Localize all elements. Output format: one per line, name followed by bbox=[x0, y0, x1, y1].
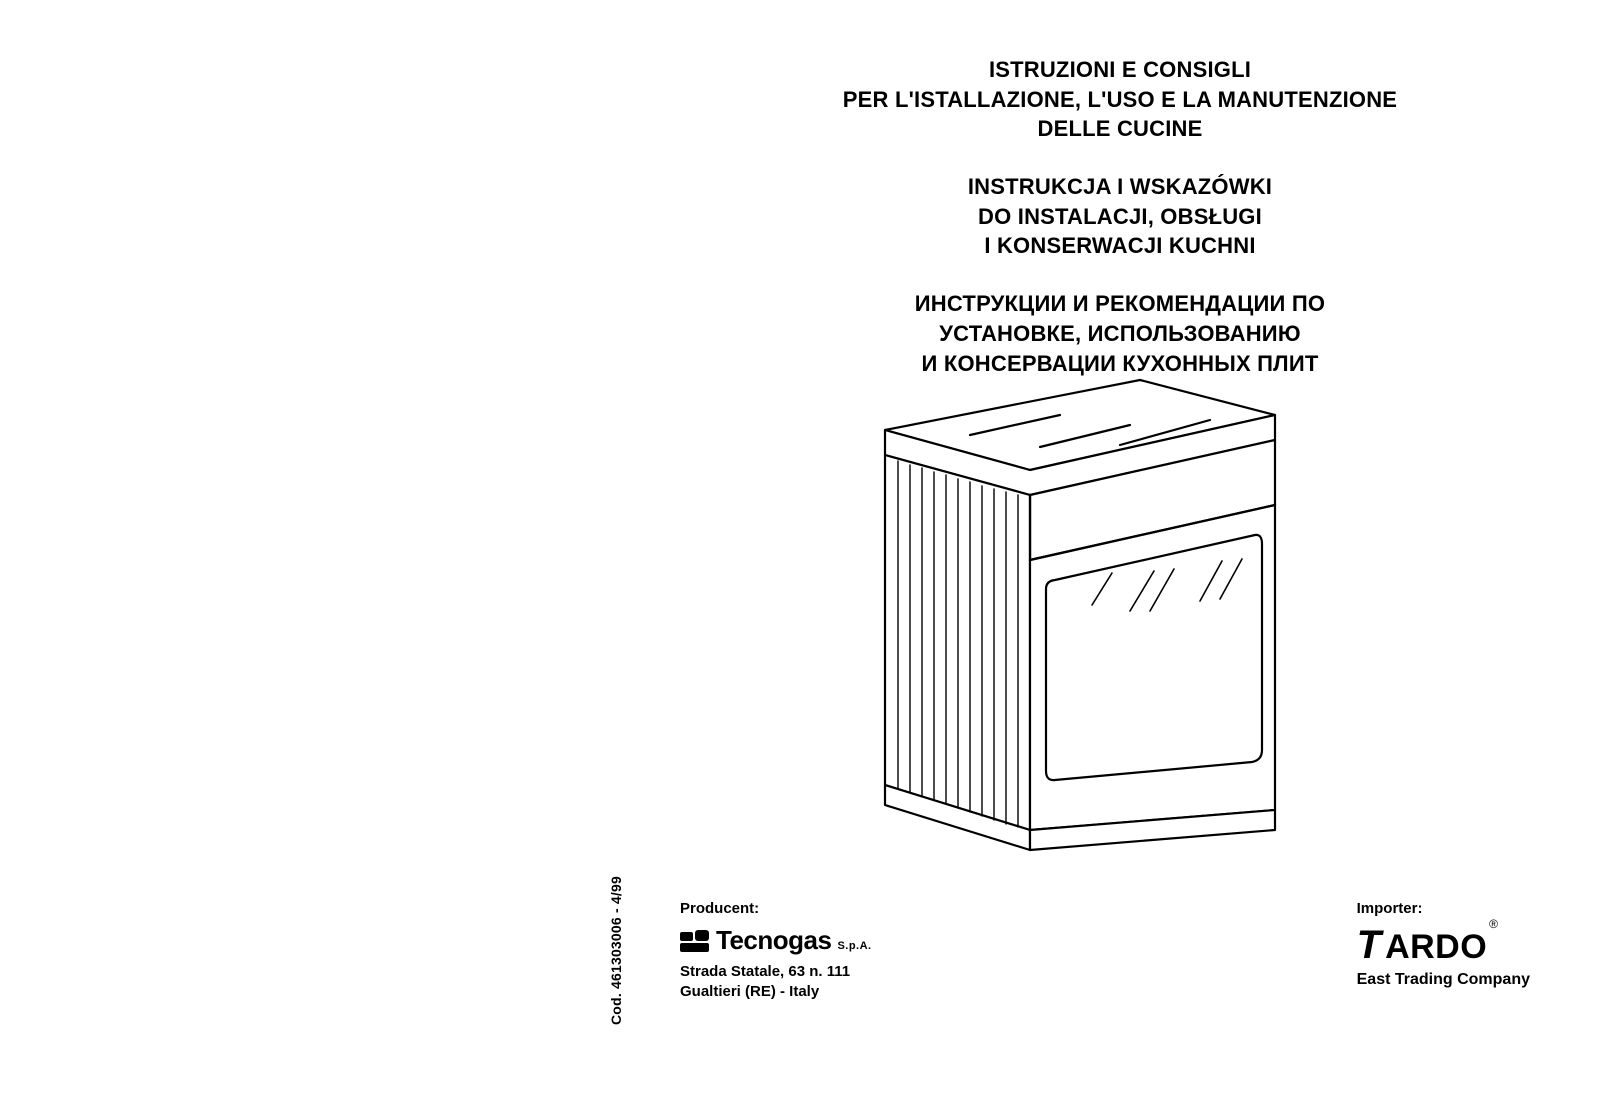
title-line: INSTRUKCJA I WSKAZÓWKI bbox=[700, 172, 1540, 202]
title-line: ИНСТРУКЦИИ И РЕКОМЕНДАЦИИ ПО bbox=[700, 289, 1540, 319]
title-line: УСТАНОВКЕ, ИСПОЛЬЗОВАНИЮ bbox=[700, 319, 1540, 349]
footer: Producent: Tecnogas S.p.A. Strada Statal… bbox=[680, 900, 1530, 1003]
title-line: DO INSTALACJI, OBSŁUGI bbox=[700, 202, 1540, 232]
producer-brand-name: Tecnogas bbox=[716, 925, 831, 956]
title-block: ISTRUZIONI E CONSIGLI PER L'ISTALLAZIONE… bbox=[700, 55, 1540, 406]
producer-label: Producent: bbox=[680, 900, 872, 917]
producer-address: Strada Statale, 63 n. 111 Gualtieri (RE)… bbox=[680, 962, 872, 1003]
brand-text: ARDO bbox=[1385, 928, 1487, 966]
page: ISTRUZIONI E CONSIGLI PER L'ISTALLAZIONE… bbox=[0, 0, 1600, 1120]
title-italian: ISTRUZIONI E CONSIGLI PER L'ISTALLAZIONE… bbox=[700, 55, 1540, 144]
cooker-illustration bbox=[830, 355, 1330, 855]
address-line: Strada Statale, 63 n. 111 bbox=[680, 963, 850, 980]
registered-mark: ® bbox=[1489, 917, 1498, 931]
cooker-line-drawing-icon bbox=[830, 355, 1330, 855]
importer-brand-name: ARDO® bbox=[1385, 930, 1496, 964]
producer-logo-row: Tecnogas S.p.A. bbox=[680, 925, 872, 956]
producer-brand-suffix: S.p.A. bbox=[837, 940, 871, 952]
producer-block: Producent: Tecnogas S.p.A. Strada Statal… bbox=[680, 900, 872, 1003]
title-polish: INSTRUKCJA I WSKAZÓWKI DO INSTALACJI, OB… bbox=[700, 172, 1540, 261]
title-line: I KONSERWACJI KUCHNI bbox=[700, 231, 1540, 261]
importer-logo-row: T ARDO® bbox=[1357, 925, 1497, 965]
title-line: PER L'ISTALLAZIONE, L'USO E LA MANUTENZI… bbox=[700, 85, 1540, 115]
importer-block: Importer: T ARDO® East Trading Company bbox=[1357, 900, 1530, 989]
importer-label: Importer: bbox=[1357, 900, 1423, 917]
tecnogas-logo-icon bbox=[680, 930, 710, 952]
title-line: DELLE CUCINE bbox=[700, 114, 1540, 144]
address-line: Gualtieri (RE) - Italy bbox=[680, 983, 819, 1000]
ardo-glyph-icon: T bbox=[1357, 925, 1381, 965]
importer-subline: East Trading Company bbox=[1357, 971, 1530, 989]
side-code: Cod. 461303006 - 4/99 bbox=[608, 876, 624, 1025]
title-line: ISTRUZIONI E CONSIGLI bbox=[700, 55, 1540, 85]
